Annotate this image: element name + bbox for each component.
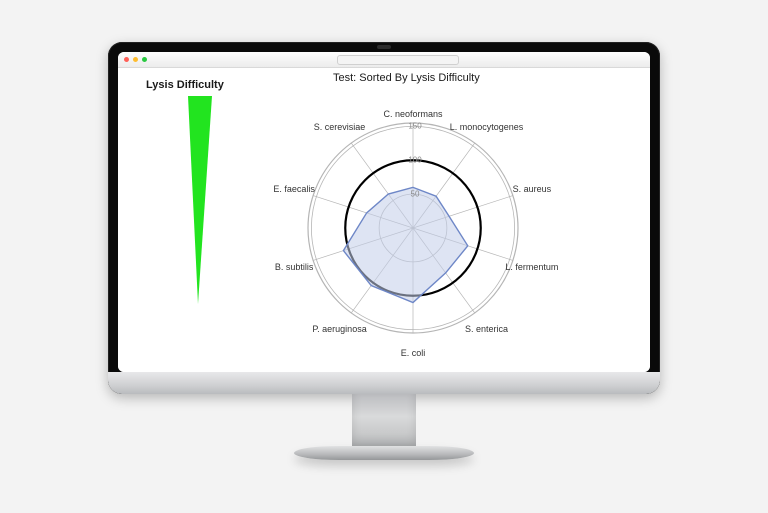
monitor-stand-base xyxy=(294,446,474,460)
window-max-dot xyxy=(142,57,147,62)
address-bar xyxy=(337,55,459,65)
ring-label: 100 xyxy=(408,156,421,165)
monitor-chin xyxy=(108,372,660,394)
monitor-stand-neck xyxy=(352,394,416,450)
axis-label: P. aeruginosa xyxy=(312,324,366,334)
screen: Test: Sorted By Lysis Difficulty Lysis D… xyxy=(118,52,650,372)
window-min-dot xyxy=(133,57,138,62)
window-close-dot xyxy=(124,57,129,62)
browser-toolbar xyxy=(118,52,650,68)
axis-label: L. fermentum xyxy=(505,262,558,272)
ring-label: 150 xyxy=(408,122,421,131)
camera-dot xyxy=(377,45,391,49)
axis-label: S. aureus xyxy=(513,184,552,194)
axis-label: C. neoformans xyxy=(383,109,442,119)
axis-label: E. coli xyxy=(401,348,426,358)
stage: Test: Sorted By Lysis Difficulty Lysis D… xyxy=(0,0,768,513)
monitor-frame: Test: Sorted By Lysis Difficulty Lysis D… xyxy=(108,42,660,394)
ring-label: 50 xyxy=(411,190,420,199)
axis-label: S. enterica xyxy=(465,324,508,334)
axis-label: S. cerevisiae xyxy=(314,122,366,132)
axis-label: B. subtilis xyxy=(275,262,314,272)
chart-area: Test: Sorted By Lysis Difficulty Lysis D… xyxy=(118,68,650,372)
axis-label: E. faecalis xyxy=(273,184,315,194)
axis-label: L. monocytogenes xyxy=(450,122,524,132)
